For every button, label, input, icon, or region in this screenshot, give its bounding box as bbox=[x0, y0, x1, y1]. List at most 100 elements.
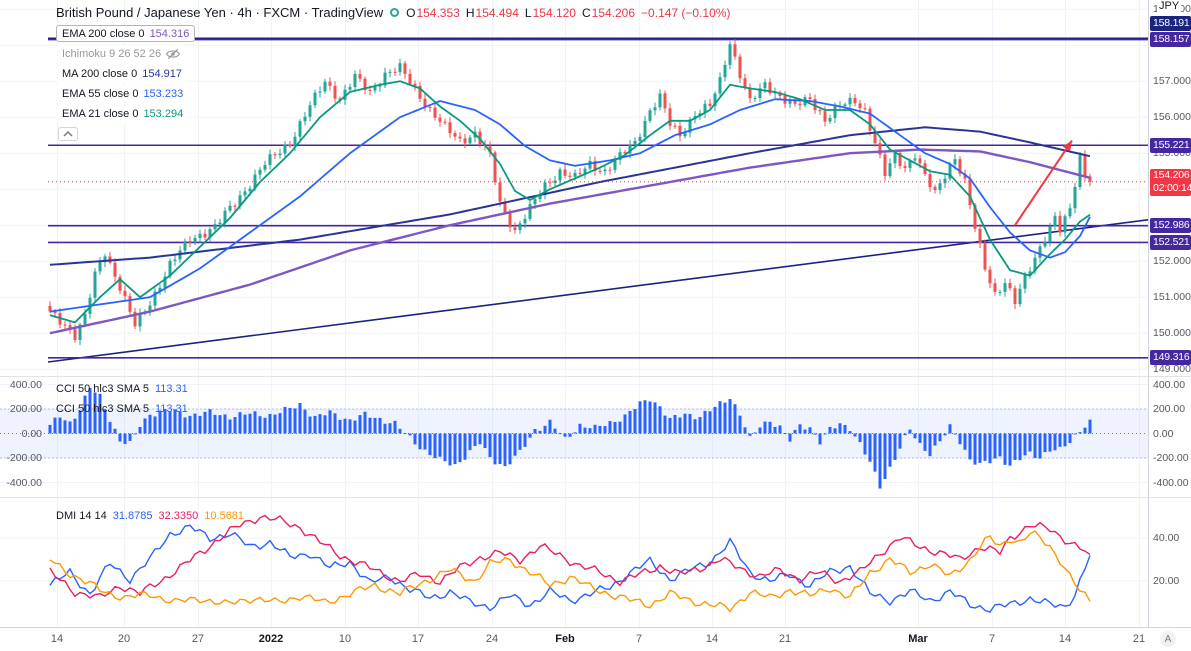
axis-tick: 149.000 bbox=[1153, 363, 1191, 376]
time-tick: 21 bbox=[778, 633, 792, 645]
dmi-pane bbox=[49, 514, 1091, 613]
time-tick: 20 bbox=[117, 633, 131, 645]
time-tick: 7 bbox=[635, 633, 643, 645]
corner-a-button[interactable]: A bbox=[1160, 631, 1176, 647]
axis-tick: 40.00 bbox=[1153, 532, 1180, 544]
low-label: L bbox=[524, 5, 532, 20]
dmi-line bbox=[49, 514, 1091, 599]
time-tick: 14 bbox=[705, 633, 719, 645]
axis-tick: 0.00 bbox=[1153, 427, 1174, 440]
time-axis[interactable]: 14 20 27 2022 10 17 24 Feb 7 14 21 Mar 7 14 21 bbox=[0, 627, 1191, 651]
time-tick: 21 bbox=[1132, 633, 1146, 645]
time-tick: 17 bbox=[411, 633, 425, 645]
cci-indicator-row-1[interactable]: CCI 50 hlc3 SMA 5 113.31 bbox=[56, 379, 188, 399]
cci-legend: CCI 50 hlc3 SMA 5 113.31 CCI 50 hlc3 SMA… bbox=[56, 379, 188, 419]
time-tick: 14 bbox=[50, 633, 64, 645]
indicator-name: EMA 21 close 0 bbox=[62, 107, 139, 120]
dmi-adx-value: 32.3350 bbox=[158, 510, 199, 522]
indicator-value: 153.294 bbox=[143, 107, 184, 120]
price-axis-currency-label: JPY bbox=[1157, 0, 1182, 12]
trend-arrow bbox=[1014, 140, 1073, 226]
indicator-value: 153.233 bbox=[143, 87, 184, 100]
low-value: 154.120 bbox=[532, 5, 576, 20]
open-value: 154.353 bbox=[416, 5, 460, 20]
indicator-name: DMI 14 14 bbox=[56, 510, 107, 522]
bar-countdown: 02:00:14 bbox=[1153, 181, 1191, 194]
axis-tick: 151.000 bbox=[1153, 291, 1191, 304]
indicator-value: 154.917 bbox=[142, 67, 182, 80]
ma-line bbox=[49, 80, 1091, 324]
candlestick-series bbox=[48, 39, 1092, 346]
symbol-title-row: British Pound / Japanese Yen · 4h · FXCM… bbox=[56, 3, 730, 22]
symbol-title[interactable]: British Pound / Japanese Yen · 4h · FXCM… bbox=[56, 5, 384, 20]
axis-tick: -400.00 bbox=[1153, 476, 1189, 489]
indicator-row-ema55[interactable]: EMA 55 close 0 153.233 bbox=[56, 85, 190, 102]
indicator-name: EMA 200 close 0 bbox=[62, 27, 145, 40]
market-status-icon[interactable] bbox=[390, 8, 400, 17]
ohlc-values: O 154.353 H 154.494 L 154.120 C 154.206 −0.1… bbox=[406, 6, 730, 20]
price-axis[interactable]: JPY 159.000157.000156.000155.000152.0001… bbox=[1148, 0, 1191, 627]
ma-line bbox=[49, 126, 1091, 266]
indicator-value: 154.316 bbox=[149, 27, 190, 40]
axis-tick: 400.00 bbox=[1153, 378, 1186, 391]
ma-line bbox=[49, 98, 1091, 313]
axis-tick: 152.000 bbox=[1153, 255, 1191, 268]
dmi-indicator-row[interactable]: DMI 14 14 31.8785 32.3350 10.5681 bbox=[56, 506, 244, 526]
time-tick: 10 bbox=[338, 633, 352, 645]
indicator-name: CCI 50 hlc3 SMA 5 bbox=[56, 383, 149, 395]
time-tick: 2022 bbox=[258, 633, 284, 645]
cci-pane bbox=[0, 388, 1148, 489]
indicator-value: 113.31 bbox=[154, 403, 188, 415]
chart-legend: British Pound / Japanese Yen · 4h · FXCM… bbox=[56, 3, 730, 141]
axis-tick: 150.000 bbox=[1153, 327, 1191, 340]
main-price-pane bbox=[47, 37, 1148, 363]
indicator-name: CCI 50 hlc3 SMA 5 bbox=[56, 403, 149, 415]
indicator-name: EMA 55 close 0 bbox=[62, 87, 139, 100]
high-label: H bbox=[465, 5, 475, 20]
close-value: 154.206 bbox=[591, 5, 636, 20]
dmi-minus-di-value: 10.5681 bbox=[204, 510, 245, 522]
ascending-trendline bbox=[47, 219, 1148, 363]
axis-tick: 156.000 bbox=[1153, 111, 1191, 124]
dmi-plus-di-value: 31.8785 bbox=[112, 510, 153, 522]
indicator-row-ema200[interactable]: EMA 200 close 0 154.316 bbox=[56, 25, 196, 42]
time-tick: 14 bbox=[1058, 633, 1072, 645]
price-level-badge: 158.191 bbox=[1150, 16, 1191, 32]
time-tick: Feb bbox=[555, 633, 575, 645]
change-value: −0.147 (−0.10%) bbox=[641, 5, 731, 20]
time-tick: 7 bbox=[988, 633, 996, 645]
dmi-line bbox=[49, 530, 1091, 613]
axis-tick: 20.00 bbox=[1153, 575, 1180, 587]
current-price-value: 154.206 bbox=[1153, 168, 1190, 181]
dmi-legend: DMI 14 14 31.8785 32.3350 10.5681 bbox=[56, 506, 244, 526]
axis-tick: 200.00 bbox=[1153, 403, 1186, 415]
open-label: O bbox=[406, 5, 416, 20]
price-level-badge: 152.521 bbox=[1150, 234, 1191, 250]
indicator-row-ema21[interactable]: EMA 21 close 0 153.294 bbox=[56, 105, 190, 122]
indicator-row-ichimoku[interactable]: Ichimoku 9 26 52 26 bbox=[56, 45, 187, 62]
time-tick: 27 bbox=[191, 633, 205, 645]
indicator-value: 113.31 bbox=[154, 383, 188, 395]
indicator-name: MA 200 close 0 bbox=[62, 67, 138, 80]
eye-off-icon[interactable] bbox=[166, 48, 181, 60]
axis-tick: 157.000 bbox=[1153, 75, 1191, 88]
price-level-badge: 149.316 bbox=[1150, 350, 1191, 366]
time-tick: Mar bbox=[908, 633, 928, 645]
price-level-badge: 158.157 bbox=[1150, 32, 1191, 48]
indicator-row-ma200[interactable]: MA 200 close 0 154.917 bbox=[56, 65, 188, 82]
legend-collapse-button[interactable] bbox=[58, 127, 78, 141]
ma-line bbox=[49, 148, 1091, 335]
time-tick: 24 bbox=[485, 633, 499, 645]
close-label: C bbox=[581, 5, 591, 20]
price-level-badge: 152.986 bbox=[1150, 218, 1191, 234]
gridlines bbox=[0, 0, 1148, 627]
indicator-name: Ichimoku 9 26 52 26 bbox=[62, 47, 162, 60]
trend-arrow-head bbox=[1062, 140, 1072, 152]
price-level-badge: 155.221 bbox=[1150, 137, 1191, 153]
chevron-up-icon bbox=[63, 131, 73, 137]
current-price-badge: 154.206 02:00:14 bbox=[1150, 168, 1191, 196]
cci-indicator-row-2[interactable]: CCI 50 hlc3 SMA 5 113.31 bbox=[56, 399, 188, 419]
axis-tick: -200.00 bbox=[1153, 452, 1189, 464]
